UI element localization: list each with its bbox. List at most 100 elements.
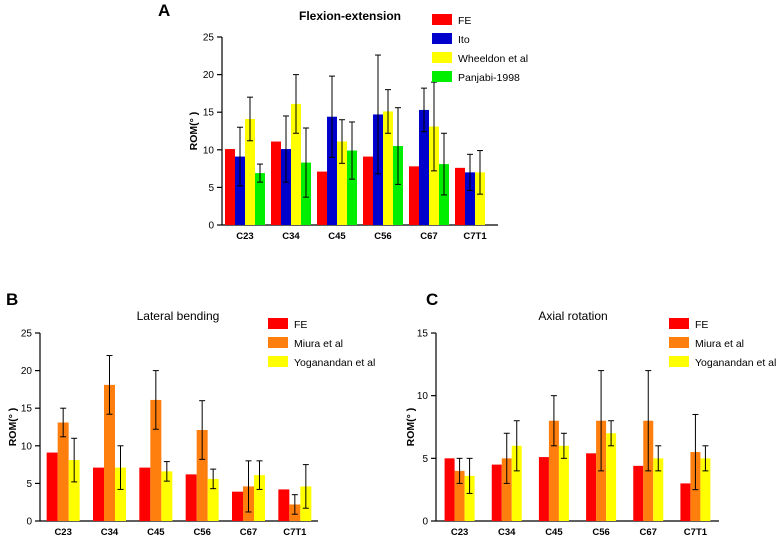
legend-swatch <box>432 71 452 82</box>
y-tick-label: 0 <box>422 517 428 528</box>
legend-label: Wheeldon et al <box>458 53 528 65</box>
y-tick-label: 20 <box>203 70 215 81</box>
bar <box>185 474 197 521</box>
bar <box>317 171 327 225</box>
y-tick-label: 15 <box>417 329 429 340</box>
bar <box>291 103 301 225</box>
legend-label: FE <box>695 319 708 331</box>
panel-letter: C <box>426 290 438 309</box>
y-tick-label: 15 <box>203 108 215 119</box>
y-tick-label: 5 <box>26 479 32 490</box>
bar <box>271 141 281 225</box>
bar <box>245 118 255 225</box>
bar <box>68 460 80 521</box>
bar <box>150 399 162 521</box>
bar <box>46 452 58 521</box>
y-tick-label: 10 <box>417 391 429 402</box>
bar <box>586 453 597 521</box>
bar <box>225 149 235 225</box>
bar <box>464 475 475 521</box>
bar <box>633 465 644 521</box>
bar <box>139 467 151 521</box>
panel-letter: B <box>6 290 18 309</box>
x-tick-label: C34 <box>101 527 119 536</box>
chart-title: Lateral bending <box>137 309 220 323</box>
bar <box>429 126 439 225</box>
legend-swatch <box>432 33 452 44</box>
legend-label: FE <box>294 319 307 331</box>
bar <box>161 471 173 521</box>
y-tick-label: 15 <box>21 404 33 415</box>
y-axis-label: ROM(° ) <box>188 112 200 151</box>
y-tick-label: 5 <box>422 454 428 465</box>
bar <box>548 420 559 521</box>
y-tick-label: 25 <box>203 33 215 44</box>
bar <box>465 172 475 225</box>
bar <box>454 470 465 521</box>
bar <box>475 172 485 225</box>
bar <box>235 156 245 225</box>
bar <box>196 430 208 521</box>
legend-swatch <box>432 14 452 25</box>
bar <box>419 109 429 225</box>
legend-swatch <box>268 337 288 348</box>
legend-label: Miura et al <box>294 338 343 350</box>
x-tick-label: C67 <box>240 527 257 536</box>
x-tick-label: C23 <box>236 231 253 242</box>
bar <box>444 458 455 521</box>
bar <box>337 141 347 225</box>
bar <box>347 150 357 225</box>
y-tick-label: 10 <box>203 145 215 156</box>
bar <box>455 167 465 225</box>
bar <box>232 491 243 521</box>
x-tick-label: C67 <box>420 231 437 242</box>
bar <box>57 422 69 521</box>
bar <box>104 384 115 521</box>
chart-title: Flexion-extension <box>299 9 401 23</box>
panel-a-flexion-extension: A Flexion-extension ROM(° ) 0 5 10 15 20 25 C23 C3… <box>158 1 528 242</box>
legend-label: Miura et al <box>695 338 744 350</box>
legend-label: Panjabi-1998 <box>458 72 520 84</box>
x-tick-label: C56 <box>374 231 391 242</box>
bar <box>93 467 104 521</box>
bar <box>501 458 512 521</box>
bar <box>558 445 569 521</box>
legend-label: Ito <box>458 34 470 46</box>
bar <box>255 173 265 225</box>
legend-swatch <box>268 318 288 329</box>
x-tick-label: C7T1 <box>463 231 487 242</box>
bar <box>281 149 291 225</box>
y-tick-label: 0 <box>26 517 32 528</box>
legend-swatch <box>669 337 689 348</box>
x-tick-label: C7T1 <box>283 527 307 536</box>
legend-swatch <box>432 52 452 63</box>
y-axis-label: ROM(° ) <box>7 408 19 447</box>
bar <box>491 464 502 521</box>
panel-c-axial-rotation: C Axial rotation ROM(° ) 0 5 10 15 C23 C34 C45 C56… <box>405 290 776 536</box>
bar <box>327 116 337 225</box>
x-tick-label: C45 <box>545 527 563 536</box>
x-tick-label: C56 <box>592 527 609 536</box>
bar <box>653 458 664 521</box>
bar <box>606 433 617 521</box>
bar <box>115 467 126 521</box>
bar <box>207 478 219 521</box>
panel-letter: A <box>158 1 170 20</box>
legend-label: Yoganandan et al <box>294 357 375 369</box>
bar <box>409 166 419 225</box>
x-tick-label: C23 <box>451 527 468 536</box>
x-tick-label: C34 <box>282 231 300 242</box>
bar <box>383 111 393 225</box>
y-tick-label: 25 <box>21 329 33 340</box>
y-tick-label: 5 <box>208 183 214 194</box>
x-tick-label: C67 <box>640 527 657 536</box>
bar <box>538 457 549 521</box>
bar <box>511 445 522 521</box>
legend-label: Yoganandan et al <box>695 357 776 369</box>
chart-title: Axial rotation <box>538 309 607 323</box>
bar <box>700 458 711 521</box>
panel-b-lateral-bending: B Lateral bending ROM(° ) 0 5 10 15 20 25 C23 C34 C… <box>6 290 375 536</box>
x-tick-label: C7T1 <box>684 527 708 536</box>
legend-swatch <box>669 356 689 367</box>
